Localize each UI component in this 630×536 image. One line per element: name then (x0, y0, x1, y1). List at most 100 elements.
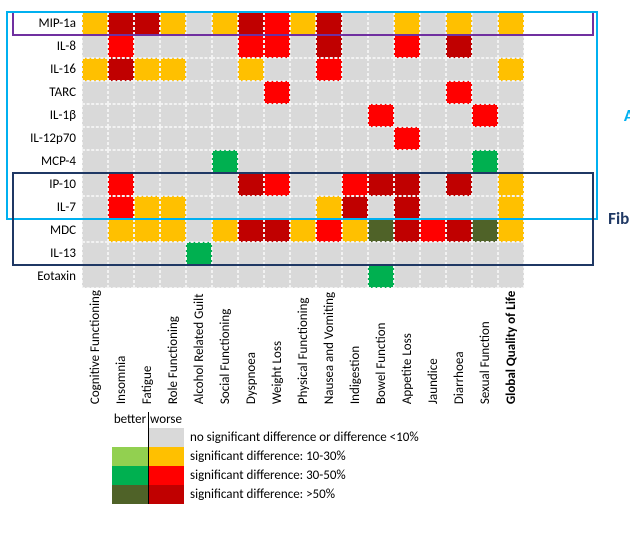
heatmap-cell (212, 104, 238, 127)
heatmap-cell (82, 127, 108, 150)
heatmap-cell (108, 196, 134, 219)
heatmap-cell (342, 242, 368, 265)
heatmap-cell (82, 35, 108, 58)
heatmap-cell (290, 196, 316, 219)
heatmap-cell (498, 104, 524, 127)
legend-swatch-better (112, 485, 148, 504)
heatmap-cell (238, 265, 264, 288)
heatmap-cell (290, 242, 316, 265)
heatmap-cell (264, 81, 290, 104)
heatmap-cell (342, 12, 368, 35)
heatmap-cell (342, 104, 368, 127)
heatmap-cell (186, 104, 212, 127)
heatmap-cell (342, 219, 368, 242)
column-label: Global Quality of Life (504, 290, 519, 406)
heatmap-cell (420, 219, 446, 242)
heatmap-cell (134, 104, 160, 127)
heatmap-cell (82, 58, 108, 81)
column-label: Jaundice (426, 290, 441, 406)
legend-header-better: better (112, 412, 148, 428)
heatmap-cell (446, 173, 472, 196)
heatmap-cell (212, 265, 238, 288)
heatmap-cell (212, 196, 238, 219)
heatmap-cell (82, 173, 108, 196)
heatmap-cell (160, 196, 186, 219)
column-labels: Cognitive FunctioningInsomniaFatigueRole… (12, 290, 604, 406)
heatmap-cell (238, 150, 264, 173)
legend-text: significant difference: 10-30% (184, 449, 618, 464)
row-label: Eotaxin (12, 265, 82, 288)
heatmap-cell (186, 58, 212, 81)
heatmap-cell (316, 242, 342, 265)
heatmap-cell (134, 150, 160, 173)
heatmap-cell (498, 265, 524, 288)
heatmap-cell (160, 242, 186, 265)
heatmap-cell (186, 219, 212, 242)
heatmap-cell (472, 81, 498, 104)
column-label: Social Functioning (218, 290, 233, 406)
heatmap-cell (134, 58, 160, 81)
heatmap-cell (472, 127, 498, 150)
heatmap-cell (446, 12, 472, 35)
heatmap-cell (498, 219, 524, 242)
heatmap-cell (498, 12, 524, 35)
heatmap-cell (82, 196, 108, 219)
legend-text: no significant difference or difference … (184, 430, 618, 445)
heatmap-cell (394, 242, 420, 265)
legend-text: significant difference: >50% (184, 487, 618, 502)
heatmap-cell (394, 35, 420, 58)
heatmap-cell (160, 265, 186, 288)
heatmap-cell (160, 150, 186, 173)
heatmap-cell (420, 173, 446, 196)
column-label: Indigestion (348, 290, 363, 406)
heatmap-cell (446, 35, 472, 58)
heatmap-cell (212, 219, 238, 242)
heatmap-cell (446, 219, 472, 242)
heatmap-cell (394, 81, 420, 104)
heatmap-cell (420, 81, 446, 104)
heatmap-cell (290, 81, 316, 104)
heatmap-cell (290, 219, 316, 242)
heatmap-cell (368, 242, 394, 265)
heatmap-cell (498, 127, 524, 150)
heatmap-cell (160, 127, 186, 150)
heatmap-cell (342, 58, 368, 81)
heatmap-cell (186, 173, 212, 196)
heatmap-cell (342, 127, 368, 150)
row-label: IL-12p70 (12, 127, 82, 150)
heatmap-cell (368, 127, 394, 150)
heatmap-cell (238, 242, 264, 265)
heatmap-cell (368, 81, 394, 104)
heatmap-cell (264, 196, 290, 219)
column-label: Fatigue (140, 290, 155, 406)
heatmap-cell (446, 104, 472, 127)
heatmap-cell (160, 35, 186, 58)
heatmap-cell (316, 58, 342, 81)
legend-swatch-worse (148, 447, 184, 466)
heatmap-cell (394, 265, 420, 288)
heatmap-cell (82, 12, 108, 35)
heatmap-cell (472, 242, 498, 265)
heatmap-cell (108, 150, 134, 173)
heatmap-cell (316, 219, 342, 242)
row-label: TARC (12, 81, 82, 104)
column-label: Cognitive Functioning (88, 290, 103, 406)
heatmap-cell (446, 58, 472, 81)
heatmap-cell (290, 104, 316, 127)
row-label: IL-1β (12, 104, 82, 127)
heatmap-cell (316, 196, 342, 219)
legend-divider (148, 412, 149, 504)
heatmap-cell (498, 35, 524, 58)
heatmap-cell (108, 81, 134, 104)
heatmap-cell (316, 81, 342, 104)
heatmap-cell (290, 127, 316, 150)
heatmap-cell (238, 58, 264, 81)
heatmap-cell (238, 219, 264, 242)
heatmap-cell (472, 104, 498, 127)
heatmap-cell (160, 104, 186, 127)
heatmap-cell (446, 127, 472, 150)
heatmap-cell (186, 81, 212, 104)
heatmap-cell (186, 242, 212, 265)
heatmap-cell (186, 265, 212, 288)
heatmap-cell (264, 58, 290, 81)
